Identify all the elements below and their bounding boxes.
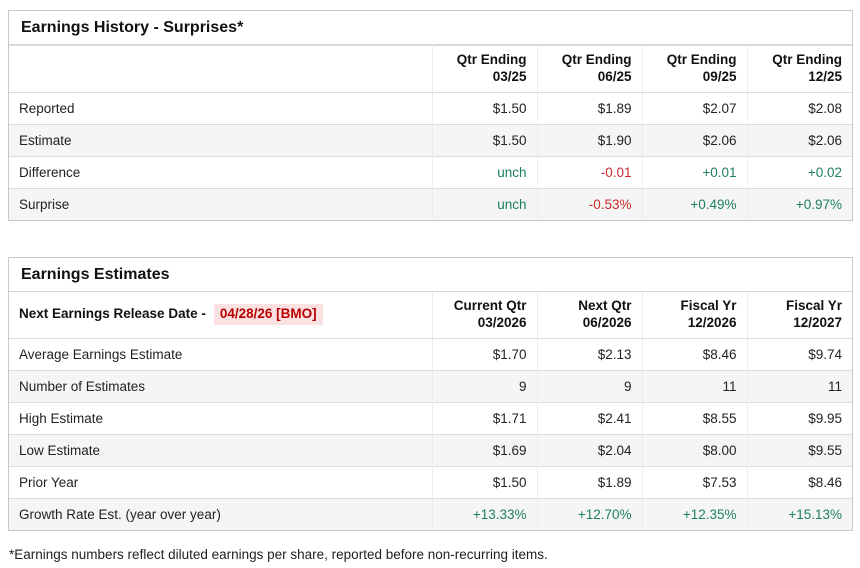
value-cell: +0.49%: [641, 188, 747, 220]
value-cell: +12.70%: [536, 498, 642, 530]
value-cell: -0.01: [536, 156, 642, 189]
value-cell: 9: [431, 370, 537, 402]
estimates-header-row: Next Earnings Release Date - 04/28/26 [B…: [9, 291, 852, 338]
value-cell: $8.00: [641, 434, 747, 466]
row-label: Number of Estimates: [19, 378, 146, 394]
value-cell: $2.06: [746, 124, 852, 157]
value-cell: +12.35%: [641, 498, 747, 530]
history-header-empty: [9, 46, 432, 93]
next-earnings-release: Next Earnings Release Date - 04/28/26 [B…: [9, 292, 432, 338]
value-cell: $2.04: [536, 434, 642, 466]
earnings-estimates-panel: Earnings Estimates Next Earnings Release…: [8, 256, 853, 531]
value-cell: $1.70: [431, 338, 537, 370]
table-row-number-of-estimates: Number of Estimates 9 9 11 11: [9, 370, 852, 402]
value-cell: $1.50: [431, 124, 537, 157]
value-cell: +0.97%: [746, 188, 852, 220]
value-cell: $1.71: [431, 402, 537, 434]
value-cell: $2.06: [641, 124, 747, 157]
row-label: Estimate: [19, 132, 72, 148]
table-row-difference: Difference unch -0.01 +0.01 +0.02: [9, 156, 852, 189]
value-cell: 11: [746, 370, 852, 402]
table-row-low-estimate: Low Estimate $1.69 $2.04 $8.00 $9.55: [9, 434, 852, 466]
value-cell: +13.33%: [431, 498, 537, 530]
value-cell: 9: [536, 370, 642, 402]
value-cell: $9.95: [746, 402, 852, 434]
value-cell: $8.46: [746, 466, 852, 498]
value-cell: $1.50: [431, 92, 537, 125]
value-cell: 11: [641, 370, 747, 402]
value-cell: $8.55: [641, 402, 747, 434]
value-cell: $2.08: [746, 92, 852, 125]
value-cell: -0.53%: [536, 188, 642, 220]
row-label: Low Estimate: [19, 442, 101, 458]
table-row-estimate: Estimate $1.50 $1.90 $2.06 $2.06: [9, 124, 852, 157]
row-label: Growth Rate Est. (year over year): [19, 506, 221, 522]
estimates-header-current-qtr: Current Qtr 03/2026: [431, 291, 537, 338]
release-date-label: Next Earnings Release Date -: [19, 306, 206, 322]
row-label: Difference: [19, 164, 81, 180]
value-cell: $9.55: [746, 434, 852, 466]
value-cell: unch: [431, 188, 537, 220]
history-header-row: Qtr Ending 03/25 Qtr Ending 06/25 Qtr Endi…: [9, 45, 852, 93]
table-row-high-estimate: High Estimate $1.71 $2.41 $8.55 $9.95: [9, 402, 852, 434]
earnings-history-table: Qtr Ending 03/25 Qtr Ending 06/25 Qtr Endi…: [9, 45, 852, 220]
history-header-qtr-0925: Qtr Ending 09/25: [641, 45, 747, 93]
table-row-prior-year: Prior Year $1.50 $1.89 $7.53 $8.46: [9, 466, 852, 498]
table-row-growth-rate: Growth Rate Est. (year over year) +13.33…: [9, 498, 852, 530]
value-cell: +15.13%: [746, 498, 852, 530]
row-label: Reported: [19, 100, 75, 116]
estimates-header-next-qtr: Next Qtr 06/2026: [536, 291, 642, 338]
table-row-reported: Reported $1.50 $1.89 $2.07 $2.08: [9, 92, 852, 125]
value-cell: +0.02: [746, 156, 852, 189]
value-cell: $1.89: [536, 466, 642, 498]
value-cell: unch: [431, 156, 537, 189]
release-date-badge: 04/28/26 [BMO]: [213, 304, 323, 326]
row-label: Average Earnings Estimate: [19, 346, 183, 362]
earnings-estimates-table: Next Earnings Release Date - 04/28/26 [B…: [9, 291, 852, 530]
estimates-header-fiscal-yr-2026: Fiscal Yr 12/2026: [641, 291, 747, 338]
row-label: Prior Year: [19, 474, 79, 490]
value-cell: $9.74: [746, 338, 852, 370]
row-label: High Estimate: [19, 410, 104, 426]
value-cell: $2.13: [536, 338, 642, 370]
value-cell: +0.01: [641, 156, 747, 189]
history-header-qtr-1225: Qtr Ending 12/25: [746, 45, 852, 93]
value-cell: $1.89: [536, 92, 642, 125]
earnings-history-title: Earnings History - Surprises*: [9, 11, 852, 45]
value-cell: $1.50: [431, 466, 537, 498]
value-cell: $1.90: [536, 124, 642, 157]
table-row-surprise: Surprise unch -0.53% +0.49% +0.97%: [9, 188, 852, 220]
value-cell: $1.69: [431, 434, 537, 466]
table-row-average-earnings-estimate: Average Earnings Estimate $1.70 $2.13 $8…: [9, 338, 852, 370]
value-cell: $2.41: [536, 402, 642, 434]
history-header-qtr-0325: Qtr Ending 03/25: [431, 45, 537, 93]
history-header-qtr-0625: Qtr Ending 06/25: [536, 45, 642, 93]
estimates-header-fiscal-yr-2027: Fiscal Yr 12/2027: [746, 291, 852, 338]
earnings-footnote: *Earnings numbers reflect diluted earnin…: [9, 546, 548, 562]
row-label: Surprise: [19, 196, 70, 212]
value-cell: $8.46: [641, 338, 747, 370]
earnings-estimates-title: Earnings Estimates: [9, 258, 852, 292]
value-cell: $7.53: [641, 466, 747, 498]
value-cell: $2.07: [641, 92, 747, 125]
earnings-history-panel: Earnings History - Surprises* Qtr Ending…: [8, 10, 853, 221]
